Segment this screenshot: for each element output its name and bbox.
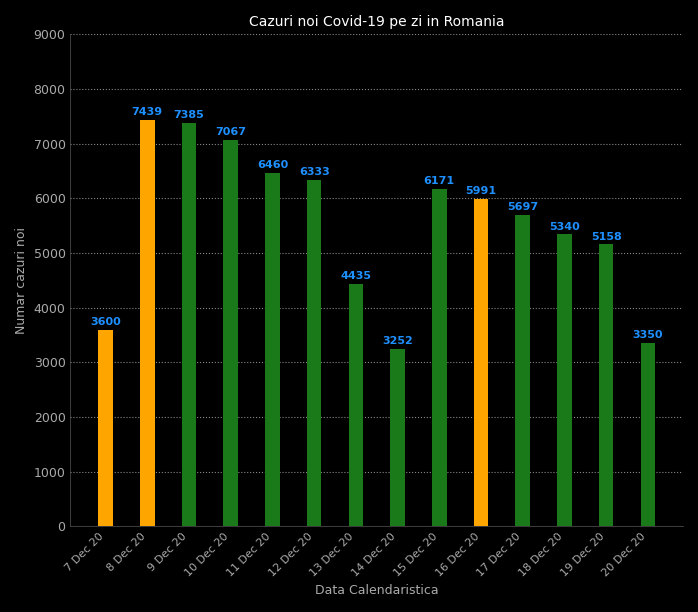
Text: 6333: 6333 [299,168,329,177]
Text: 7439: 7439 [132,107,163,117]
Bar [348,284,363,526]
Bar [432,189,447,526]
Bar [515,215,530,526]
Text: 6171: 6171 [424,176,455,186]
Y-axis label: Numar cazuri noi: Numar cazuri noi [15,227,28,334]
Bar [390,349,405,526]
Text: 3350: 3350 [632,330,663,340]
Bar [223,140,238,526]
Text: 3252: 3252 [383,336,413,346]
Text: 5991: 5991 [466,186,496,196]
Bar [599,244,614,526]
Bar [140,120,154,526]
Text: 3600: 3600 [90,317,121,327]
Bar [474,199,489,526]
Text: 5697: 5697 [507,202,538,212]
Text: 6460: 6460 [257,160,288,171]
Text: 5158: 5158 [591,232,621,242]
Bar [181,122,196,526]
Text: 7067: 7067 [215,127,246,137]
Bar [641,343,655,526]
X-axis label: Data Calendaristica: Data Calendaristica [315,584,438,597]
Text: 4435: 4435 [341,271,371,281]
Text: 7385: 7385 [174,110,205,120]
Bar [557,234,572,526]
Bar [98,330,113,526]
Title: Cazuri noi Covid-19 pe zi in Romania: Cazuri noi Covid-19 pe zi in Romania [249,15,505,29]
Bar [307,180,322,526]
Text: 5340: 5340 [549,222,580,232]
Bar [265,173,280,526]
